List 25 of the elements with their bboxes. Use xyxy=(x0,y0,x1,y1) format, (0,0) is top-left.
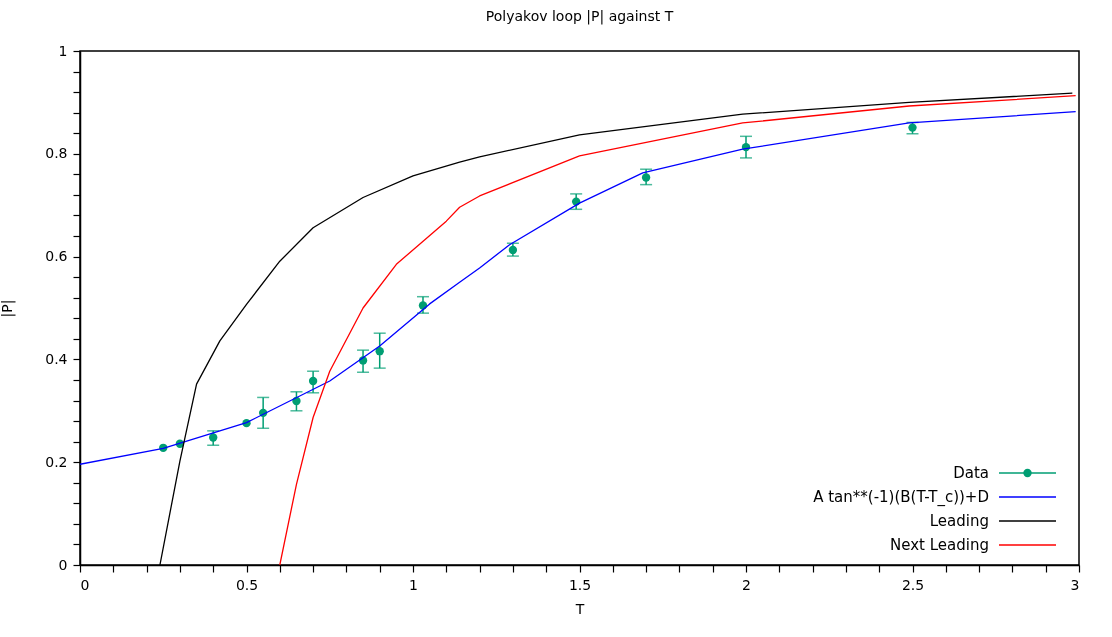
x-tick-label: 2.5 xyxy=(901,576,925,593)
x-tick-label: 1 xyxy=(409,576,418,593)
point xyxy=(375,347,384,356)
y-tick-label: 0.4 xyxy=(45,350,68,367)
legend-label: Next Leading xyxy=(890,536,989,554)
x-tick-label: 0.5 xyxy=(235,576,259,593)
point xyxy=(209,433,218,442)
x-tick-label: 3 xyxy=(1070,576,1080,593)
y-tick-label: 0.8 xyxy=(45,145,68,162)
x-tick-label: 0 xyxy=(80,576,90,593)
y-tick-label: 0.2 xyxy=(45,453,68,470)
point xyxy=(308,376,318,386)
x-axis-title: T xyxy=(574,600,585,617)
y-axis-title: |P| xyxy=(0,299,17,318)
legend-label: A tan**(-1)(B(T-T_c))+D xyxy=(813,488,989,507)
legend-label: Leading xyxy=(929,512,989,530)
point xyxy=(641,173,651,182)
legend-label: Data xyxy=(953,464,989,482)
line-series xyxy=(80,111,1077,465)
x-tick-label: 2 xyxy=(742,576,751,593)
y-tick-label: 0 xyxy=(58,556,68,573)
chart-title: Polyakov loop |P| against T xyxy=(485,8,674,25)
y-tick-label: 0.6 xyxy=(45,248,68,265)
y-tick-label: 1 xyxy=(58,42,68,59)
x-tick-label: 1.5 xyxy=(568,576,592,593)
